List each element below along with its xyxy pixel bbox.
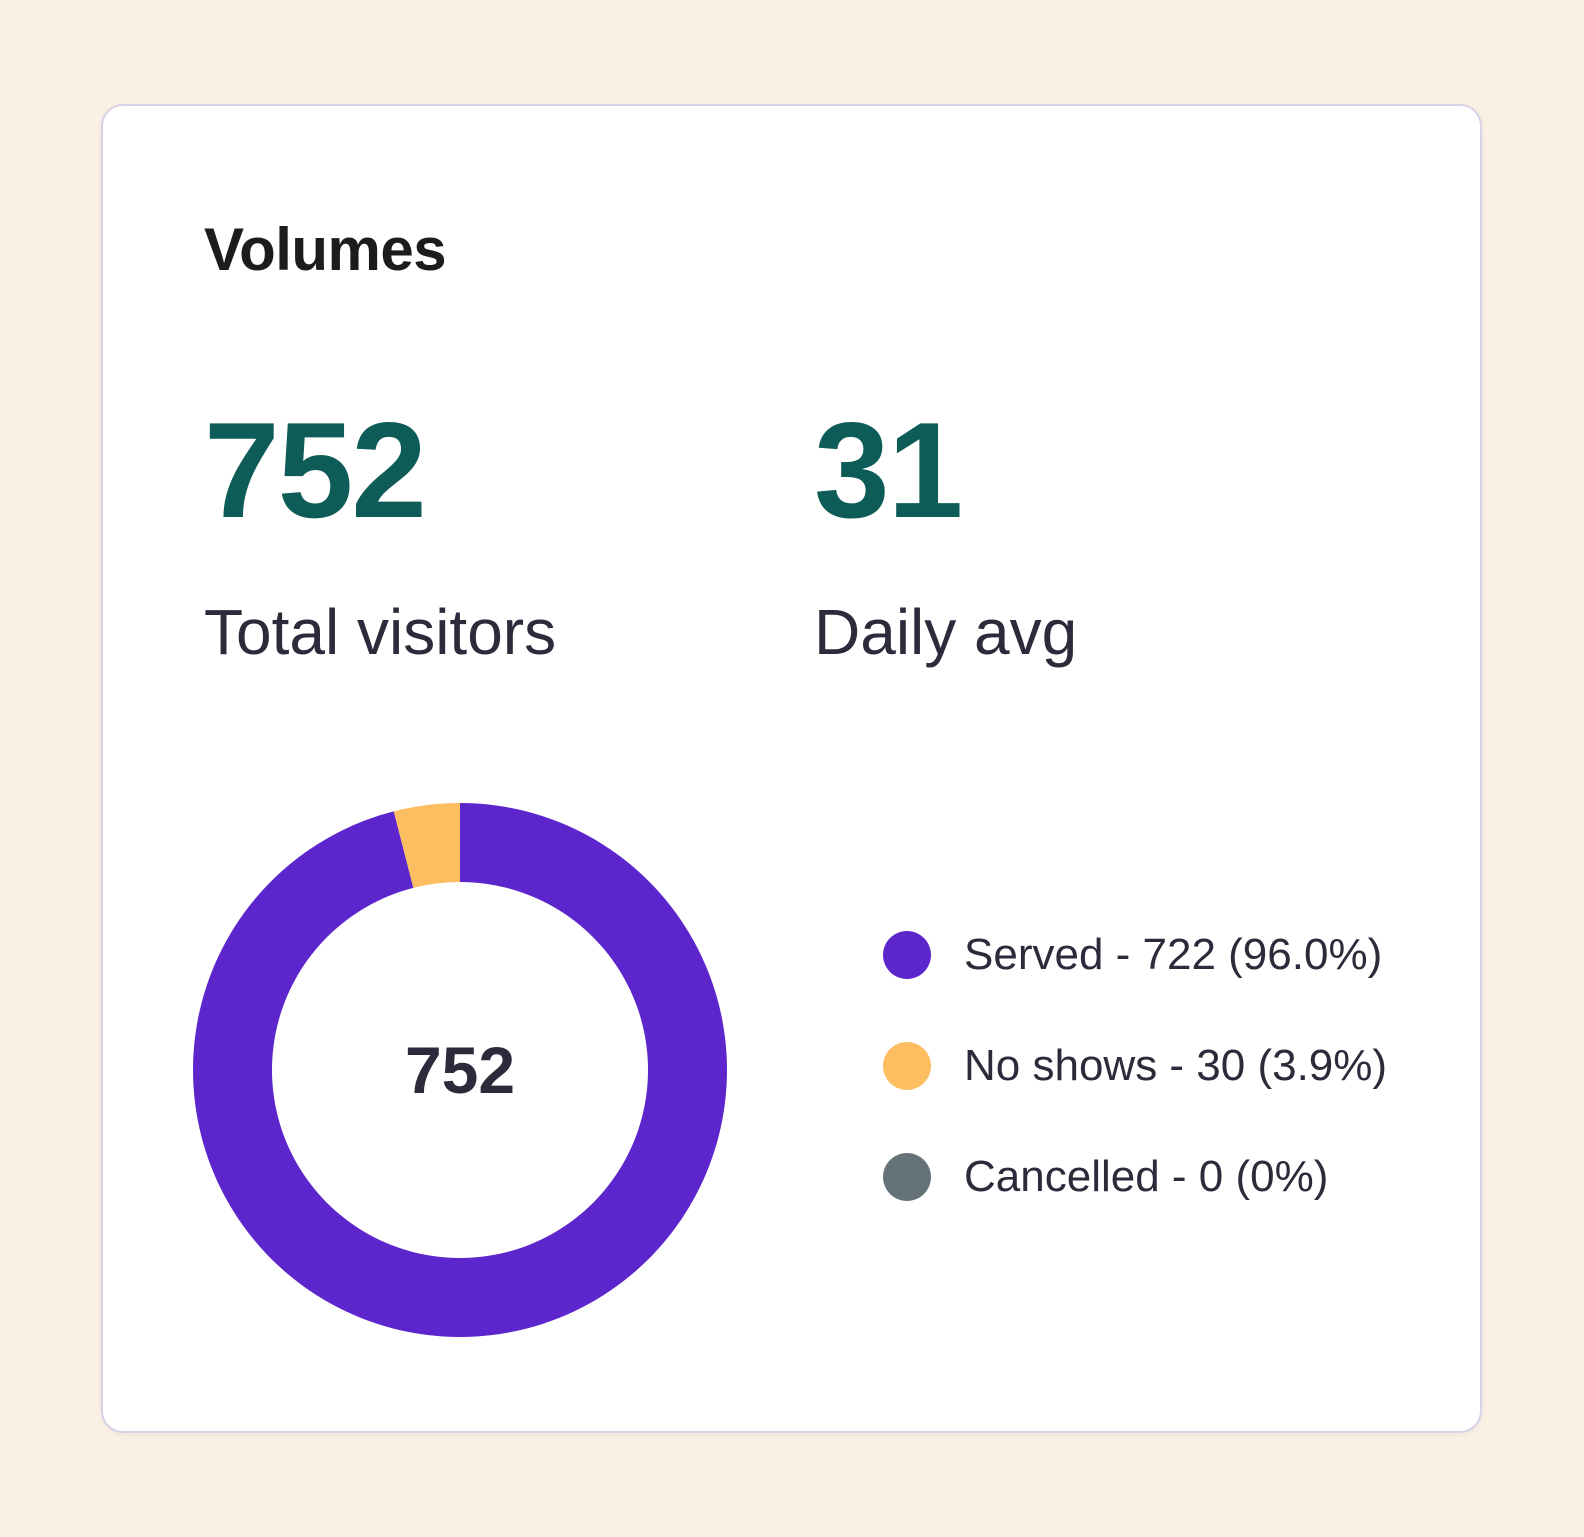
volumes-donut-chart [193,803,728,1337]
daily-avg-label: Daily avg [814,596,1078,668]
card-title: Volumes [204,216,447,283]
chart-legend: Served - 722 (96.0%) No shows - 30 (3.9%… [883,926,1387,1259]
donut-center-total: 752 [404,1033,516,1107]
legend-label-cancelled: Cancelled - 0 (0%) [964,1152,1329,1201]
daily-avg-value: 31 [814,394,963,546]
legend-label-no-shows: No shows - 30 (3.9%) [964,1041,1388,1090]
legend-item-cancelled: Cancelled - 0 (0%) [883,1148,1387,1206]
total-visitors-label: Total visitors [204,596,557,668]
donut-slice-no-shows [393,803,460,888]
legend-dot-no-shows [883,1042,931,1090]
total-visitors-value: 752 [204,394,427,546]
donut-slice-served [193,803,728,1337]
legend-dot-cancelled [883,1153,931,1201]
legend-dot-served [883,931,931,979]
legend-item-no-shows: No shows - 30 (3.9%) [883,1037,1387,1095]
legend-label-served: Served - 722 (96.0%) [964,930,1383,979]
legend-item-served: Served - 722 (96.0%) [883,926,1387,984]
